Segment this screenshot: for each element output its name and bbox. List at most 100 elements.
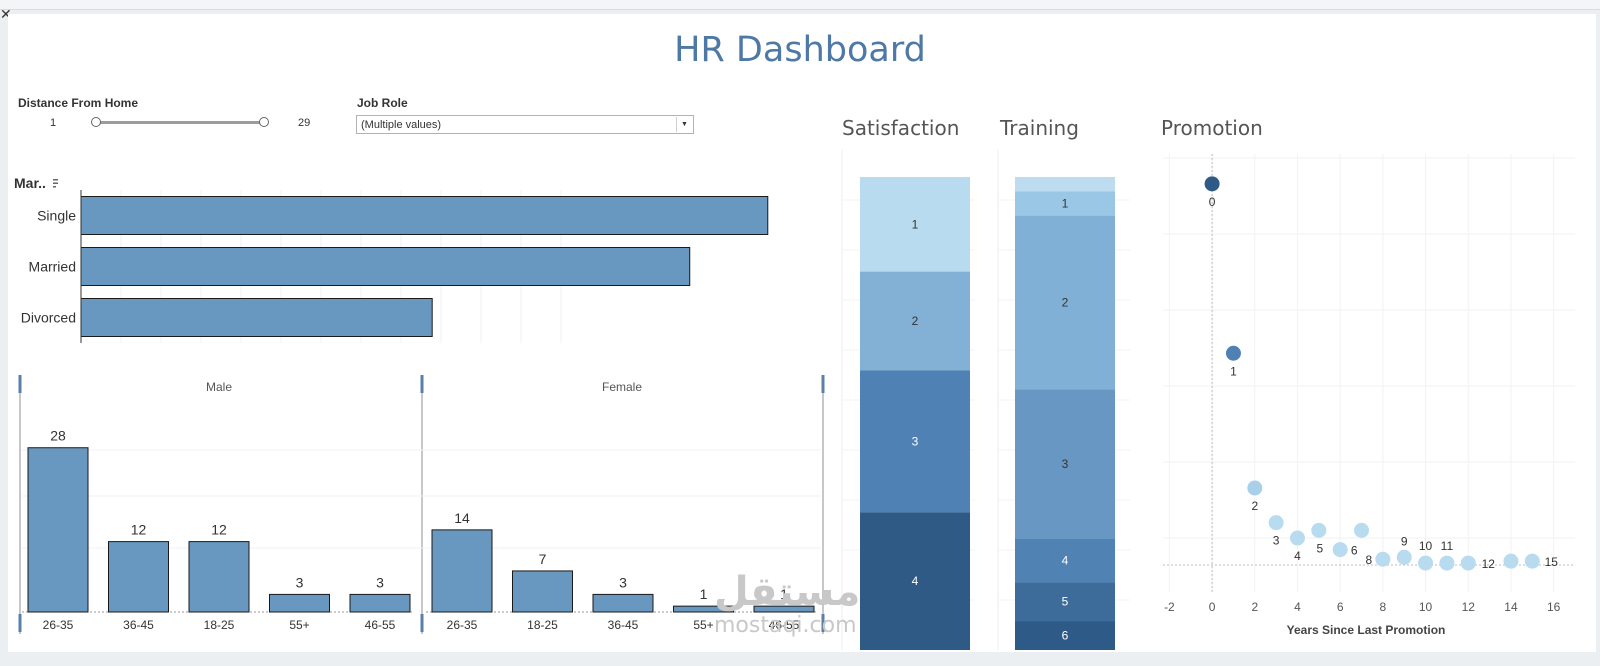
training-segment-label: 5 [1062, 595, 1069, 609]
gender-age-chart: Male 28 26-35 12 36-45 12 18-25 3 55+ 3 46-55 Femal… [18, 375, 825, 634]
training-segment-label: 6 [1062, 629, 1069, 643]
satisfaction-segment-label: 3 [912, 434, 919, 448]
training-segment [1015, 191, 1115, 216]
promotion-point-label: 15 [1545, 555, 1559, 569]
gender-category-label: 26-35 [43, 618, 74, 632]
marital-bar [80, 196, 769, 235]
promotion-point [1418, 555, 1434, 571]
promotion-tick-label: 14 [1504, 600, 1518, 614]
gender-category-label: 36-45 [608, 618, 639, 632]
gender-bar [512, 570, 573, 613]
distance-slider-min-handle[interactable] [91, 117, 101, 127]
gender-category-label: 46-55 [769, 618, 800, 632]
gender-bar [27, 447, 89, 613]
promotion-point-label: 2 [1251, 499, 1258, 513]
panel-divider-cap [18, 375, 22, 393]
promotion-tick-label: 8 [1380, 600, 1387, 614]
promotion-point [1289, 530, 1305, 546]
watermark-arabic: مستقل [714, 569, 861, 615]
marital-chart: Mar.. Single Married Divorced [14, 175, 769, 343]
promotion-point-label: 6 [1351, 544, 1358, 558]
gender-category-label: 46-55 [365, 618, 396, 632]
gender-category-label: 18-25 [527, 618, 558, 632]
training-segment-label: 4 [1062, 554, 1069, 568]
window-top-strip [0, 0, 1600, 10]
training-segment [1015, 389, 1115, 539]
satisfaction-segment-label: 4 [912, 574, 919, 588]
gender-bar [431, 529, 493, 613]
gender-category-label: 55+ [693, 618, 713, 632]
gender-bar [188, 541, 250, 613]
distance-max-value: 29 [298, 117, 311, 129]
gender-data-label: 1 [780, 586, 788, 602]
promotion-tick-label: 12 [1462, 600, 1476, 614]
marital-category-label: Divorced [21, 310, 76, 326]
gender-data-label: 1 [700, 586, 708, 602]
promotion-tick-label: 6 [1337, 600, 1344, 614]
marital-bar [80, 247, 691, 286]
gender-category-label: 18-25 [204, 618, 235, 632]
satisfaction-segment [860, 512, 970, 650]
gender-category-label: 36-45 [123, 618, 154, 632]
promotion-title: Promotion [1161, 116, 1263, 140]
gender-data-label: 3 [296, 574, 304, 590]
page-title: HR Dashboard [674, 30, 926, 70]
promotion-point [1524, 553, 1540, 569]
training-segment [1015, 215, 1115, 390]
satisfaction-chart: 1 2 3 4 [841, 150, 975, 650]
promotion-point [1311, 522, 1327, 538]
promotion-tick-label: 4 [1294, 600, 1301, 614]
training-segment [1015, 621, 1115, 650]
promotion-x-axis-label: Years Since Last Promotion [1287, 623, 1446, 637]
promotion-point [1503, 553, 1519, 569]
promotion-point [1439, 555, 1455, 571]
promotion-tick-label: 10 [1419, 600, 1433, 614]
job-role-filter-label: Job Role [357, 96, 408, 110]
promotion-tick-label: 2 [1251, 600, 1258, 614]
satisfaction-segment-label: 2 [912, 314, 919, 328]
training-segment [1015, 538, 1115, 583]
promotion-point-label: 4 [1294, 549, 1301, 563]
job-role-dropdown[interactable]: (Multiple values) ▼ [356, 115, 694, 134]
promotion-point-label: 12 [1482, 557, 1496, 571]
gender-data-label: 12 [131, 522, 147, 538]
satisfaction-segment [860, 177, 970, 272]
promotion-point [1375, 551, 1391, 567]
promotion-point-label: 10 [1419, 539, 1433, 553]
satisfaction-title: Satisfaction [842, 116, 960, 140]
gender-data-label: 14 [454, 510, 470, 526]
promotion-point-label: 9 [1401, 534, 1408, 548]
gender-data-label: 28 [50, 428, 66, 444]
panel-divider-cap [420, 375, 424, 393]
panel-divider-cap [821, 375, 825, 393]
promotion-tick-label: -2 [1164, 600, 1175, 614]
promotion-point-label: 8 [1366, 553, 1373, 567]
promotion-point [1354, 522, 1370, 538]
promotion-point [1396, 549, 1412, 565]
distance-filter-label: Distance From Home [18, 96, 139, 110]
promotion-tick-label: 16 [1547, 600, 1561, 614]
job-role-selected-value: (Multiple values) [361, 119, 442, 131]
panel-divider-cap [18, 614, 22, 632]
promotion-point [1225, 345, 1241, 361]
satisfaction-segment [860, 370, 970, 513]
promotion-point [1268, 515, 1284, 531]
distance-slider-track[interactable] [96, 121, 264, 124]
marital-axis-label: Mar.. [14, 175, 46, 191]
training-title: Training [1000, 116, 1079, 140]
sort-icon[interactable] [53, 179, 58, 188]
training-chart: 1 2 3 4 5 6 [997, 150, 1130, 650]
chevron-down-icon[interactable]: ▼ [676, 117, 692, 132]
promotion-point [1460, 555, 1476, 571]
marital-category-label: Single [37, 208, 76, 224]
distance-slider-max-handle[interactable] [259, 117, 269, 127]
promotion-point-label: 3 [1273, 534, 1280, 548]
promotion-point [1204, 176, 1220, 192]
gender-category-label: 55+ [289, 618, 309, 632]
promotion-point-label: 1 [1230, 364, 1237, 378]
gender-category-label: 26-35 [447, 618, 478, 632]
gender-data-label: 3 [619, 574, 627, 590]
close-icon[interactable]: ✕ [0, 7, 12, 23]
